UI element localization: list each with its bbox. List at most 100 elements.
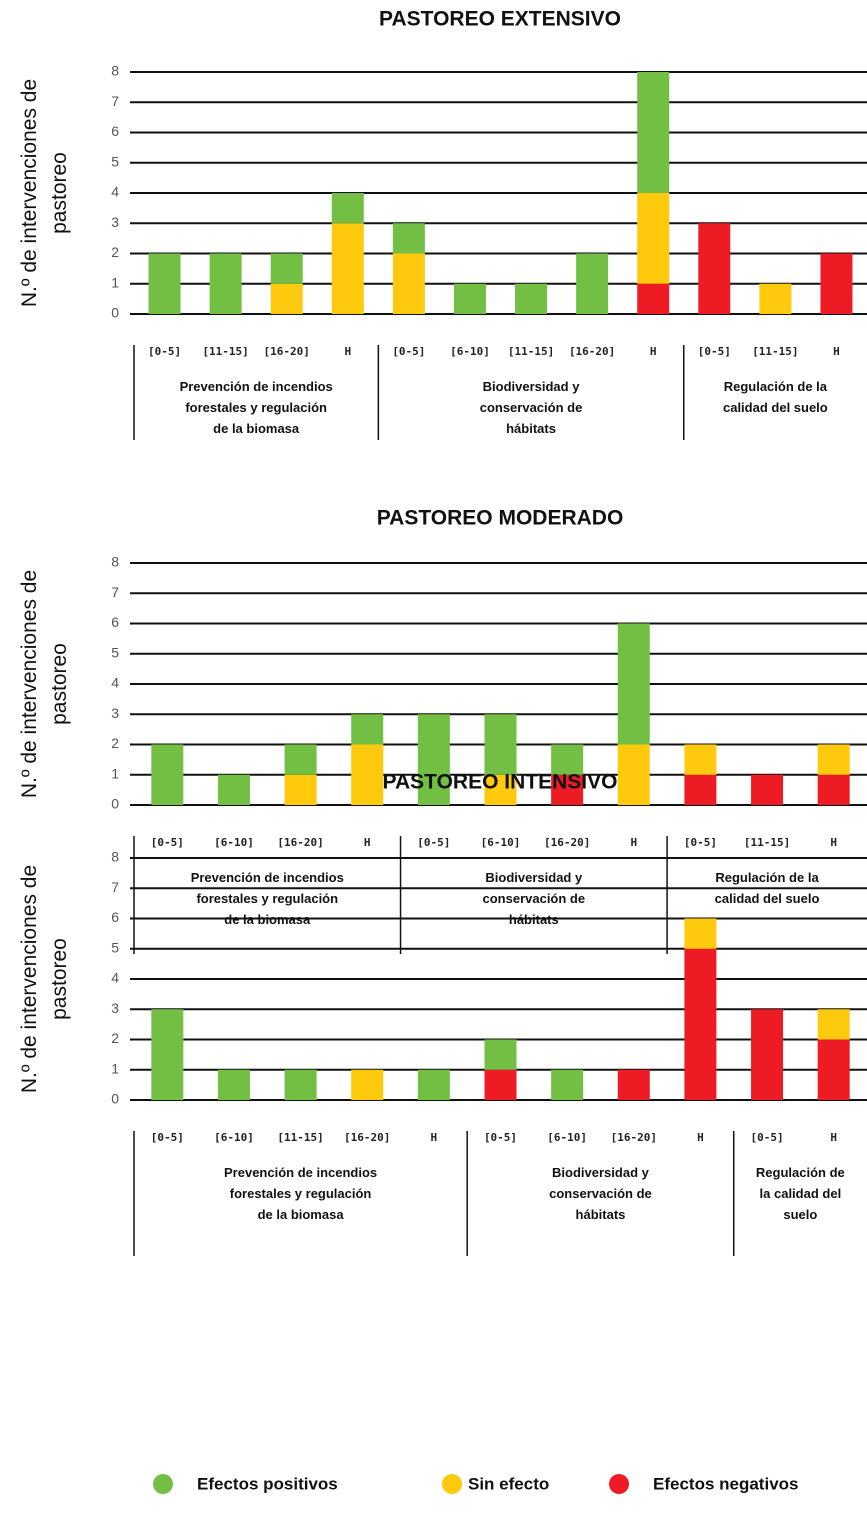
y-tick-label: 0 <box>111 796 119 812</box>
bar-segment <box>331 193 364 224</box>
bar-segment <box>515 283 548 314</box>
y-tick-label: 5 <box>111 644 119 660</box>
x-tick-label: [0-5] <box>750 1131 783 1144</box>
bar-segment <box>617 744 650 805</box>
group-label: Biodiversidad y conservación de hábitats <box>549 1165 652 1222</box>
legend-label: Efectos negativos <box>653 1474 799 1493</box>
x-tick-label: [16-20] <box>277 836 323 849</box>
bar-segment <box>551 1069 584 1100</box>
y-tick-label: 1 <box>111 274 119 290</box>
bar-segment <box>698 223 731 314</box>
x-tick-label: [11-15] <box>202 345 248 358</box>
bar-segment <box>417 1069 450 1100</box>
group-label: Regulación de la calidad del suelo <box>722 379 828 415</box>
bar-segment <box>331 223 364 314</box>
x-tick-label: [0-5] <box>684 836 717 849</box>
x-tick-label: [0-5] <box>148 345 181 358</box>
group-label: Prevención de incendios forestales y reg… <box>224 1165 378 1222</box>
x-tick-label: [0-5] <box>151 1131 184 1144</box>
bar-segment <box>820 253 853 314</box>
chart-title: PASTOREO EXTENSIVO <box>379 8 621 31</box>
x-tick-label: [0-5] <box>484 1131 517 1144</box>
bar-segment <box>551 774 584 805</box>
x-tick-label: [16-20] <box>344 1131 390 1144</box>
bar-segment <box>751 774 784 805</box>
bar-segment <box>751 1009 784 1100</box>
y-tick-label: 4 <box>111 675 119 691</box>
bar-segment <box>484 714 517 775</box>
bar-segment <box>284 1069 317 1100</box>
bar-segment <box>217 1069 250 1100</box>
y-tick-label: 5 <box>111 939 119 955</box>
group-label: Prevención de incendios forestales y reg… <box>190 870 344 927</box>
x-tick-label: H <box>697 1131 704 1144</box>
bar-segment <box>684 918 717 949</box>
x-tick-label: [16-20] <box>611 1131 657 1144</box>
bar-segment <box>148 253 181 314</box>
bar-segment <box>684 948 717 1100</box>
y-tick-label: 6 <box>111 614 119 630</box>
bar-segment <box>684 744 717 775</box>
y-tick-label: 3 <box>111 705 119 721</box>
y-tick-label: 8 <box>111 554 119 570</box>
bar-segment <box>209 253 242 314</box>
x-tick-label: [11-15] <box>508 345 554 358</box>
x-tick-label: [16-20] <box>264 345 310 358</box>
y-tick-label: 8 <box>111 849 119 865</box>
legend-label: Sin efecto <box>468 1474 549 1493</box>
bar-segment <box>351 744 384 805</box>
x-tick-label: [6-10] <box>450 345 490 358</box>
bar-segment <box>392 253 425 314</box>
y-tick-label: 0 <box>111 305 119 321</box>
y-axis-label: N.º de intervenciones de pastoreo <box>18 864 71 1094</box>
bar-segment <box>270 283 303 314</box>
y-tick-label: 7 <box>111 93 119 109</box>
y-axis-label: N.º de intervenciones de pastoreo <box>18 569 71 799</box>
x-tick-label: H <box>630 836 637 849</box>
bar-segment <box>284 774 317 805</box>
bar-segment <box>684 774 717 805</box>
x-tick-label: H <box>833 345 840 358</box>
x-tick-label: [11-15] <box>277 1131 323 1144</box>
legend-marker <box>609 1474 629 1494</box>
bar-segment <box>270 253 303 284</box>
bar-segment <box>817 744 850 775</box>
y-axis-label: N.º de intervenciones de pastoreo <box>18 78 71 308</box>
legend-marker <box>442 1474 462 1494</box>
y-tick-label: 2 <box>111 735 119 751</box>
x-tick-label: [6-10] <box>481 836 521 849</box>
x-tick-label: [16-20] <box>569 345 615 358</box>
bar-segment <box>576 253 609 314</box>
x-tick-label: H <box>830 836 837 849</box>
chart-title: PASTOREO INTENSIVO <box>383 771 618 794</box>
group-label: Regulación de la calidad del suelo <box>755 1165 845 1222</box>
bar-segment <box>551 744 584 775</box>
y-tick-label: 1 <box>111 765 119 781</box>
bar-segment <box>151 744 184 805</box>
legend-label: Efectos positivos <box>197 1474 338 1493</box>
legend-marker <box>153 1474 173 1494</box>
y-tick-label: 5 <box>111 153 119 169</box>
x-tick-label: H <box>650 345 657 358</box>
bar-segment <box>637 283 670 314</box>
x-tick-label: H <box>830 1131 837 1144</box>
bar-segment <box>637 72 670 193</box>
bar-segment <box>151 1009 184 1100</box>
bar-segment <box>484 774 517 805</box>
x-tick-label: H <box>344 345 351 358</box>
x-tick-label: [0-5] <box>698 345 731 358</box>
bar-segment <box>217 774 250 805</box>
y-tick-label: 2 <box>111 244 119 260</box>
x-tick-label: [11-15] <box>744 836 790 849</box>
bar-segment <box>417 714 450 805</box>
bar-segment <box>484 1039 517 1070</box>
group-label: Biodiversidad y conservación de hábitats <box>479 379 583 436</box>
bar-segment <box>392 223 425 254</box>
y-tick-label: 6 <box>111 909 119 925</box>
y-tick-label: 0 <box>111 1091 119 1107</box>
chart-title: PASTOREO MODERADO <box>377 507 624 530</box>
x-tick-label: [6-10] <box>547 1131 587 1144</box>
x-tick-label: [6-10] <box>214 836 254 849</box>
